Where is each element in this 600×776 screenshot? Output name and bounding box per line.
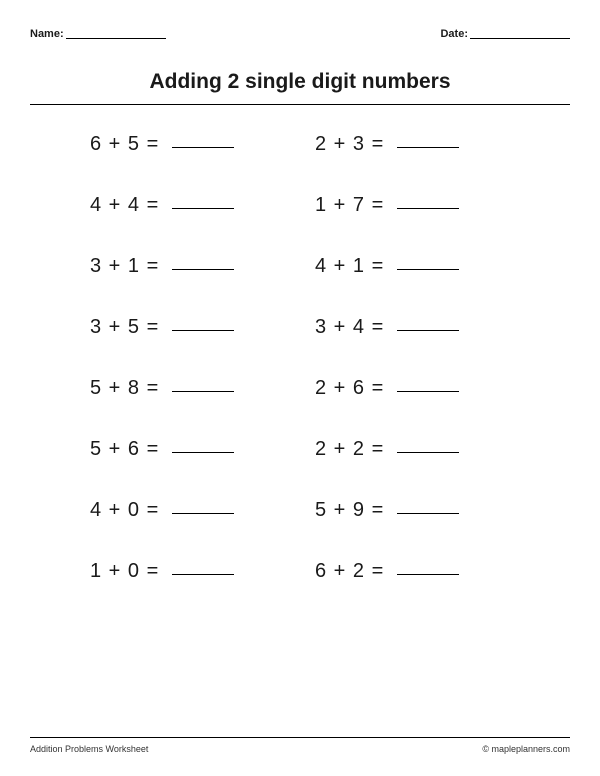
answer-line[interactable] xyxy=(397,330,459,331)
problem: 2 + 6 = xyxy=(315,377,520,400)
name-input-line[interactable] xyxy=(66,38,166,39)
page-title: Adding 2 single digit numbers xyxy=(30,70,570,94)
date-label: Date: xyxy=(440,28,468,40)
answer-line[interactable] xyxy=(172,574,234,575)
problem: 1 + 7 = xyxy=(315,194,520,217)
answer-line[interactable] xyxy=(397,513,459,514)
answer-line[interactable] xyxy=(172,452,234,453)
name-field[interactable]: Name: xyxy=(30,28,166,40)
answer-line[interactable] xyxy=(172,208,234,209)
problem: 2 + 2 = xyxy=(315,438,520,461)
problem: 5 + 6 = xyxy=(90,438,295,461)
answer-line[interactable] xyxy=(397,391,459,392)
answer-line[interactable] xyxy=(172,513,234,514)
title-rule xyxy=(30,104,570,105)
answer-line[interactable] xyxy=(397,452,459,453)
problem: 1 + 0 = xyxy=(90,560,295,583)
problem: 6 + 2 = xyxy=(315,560,520,583)
problem: 3 + 4 = xyxy=(315,316,520,339)
problem: 6 + 5 = xyxy=(90,133,295,156)
answer-line[interactable] xyxy=(172,147,234,148)
problem: 5 + 9 = xyxy=(315,499,520,522)
problem: 2 + 3 = xyxy=(315,133,520,156)
problem: 3 + 1 = xyxy=(90,255,295,278)
footer: Addition Problems Worksheet © mapleplann… xyxy=(30,737,570,754)
footer-right: © mapleplanners.com xyxy=(482,744,570,754)
answer-line[interactable] xyxy=(397,269,459,270)
problem: 5 + 8 = xyxy=(90,377,295,400)
problems-grid: 6 + 5 = 2 + 3 = 4 + 4 = 1 + 7 = 3 + 1 = … xyxy=(30,133,570,583)
date-field[interactable]: Date: xyxy=(440,28,570,40)
answer-line[interactable] xyxy=(172,330,234,331)
problem: 4 + 1 = xyxy=(315,255,520,278)
footer-left: Addition Problems Worksheet xyxy=(30,744,148,754)
date-input-line[interactable] xyxy=(470,38,570,39)
problem: 4 + 4 = xyxy=(90,194,295,217)
problem: 4 + 0 = xyxy=(90,499,295,522)
answer-line[interactable] xyxy=(397,147,459,148)
answer-line[interactable] xyxy=(172,391,234,392)
problem: 3 + 5 = xyxy=(90,316,295,339)
footer-rule xyxy=(30,737,570,738)
name-label: Name: xyxy=(30,28,64,40)
answer-line[interactable] xyxy=(397,574,459,575)
header-fields: Name: Date: xyxy=(30,28,570,40)
answer-line[interactable] xyxy=(172,269,234,270)
answer-line[interactable] xyxy=(397,208,459,209)
